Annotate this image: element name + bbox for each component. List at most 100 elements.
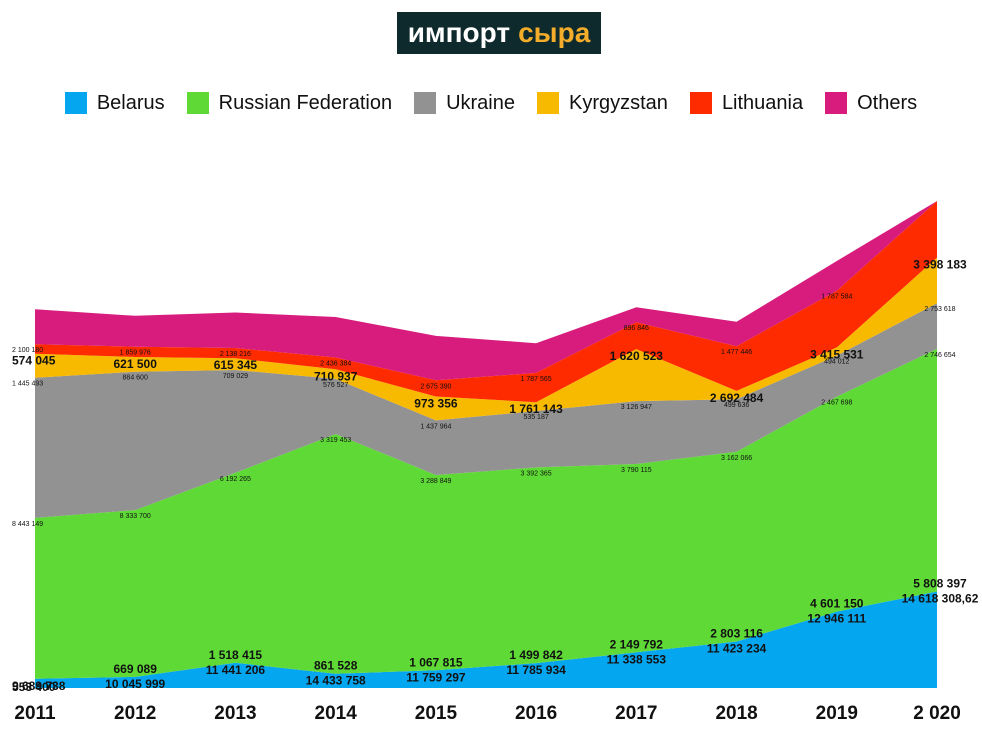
data-label-russian-federation: 14 433 758 [306, 674, 366, 688]
legend-swatch [64, 92, 87, 114]
legend-label: Ukraine [446, 91, 515, 114]
chart-title: импорт сыра [397, 12, 601, 54]
data-label-russian-federation: 9 689 738 [12, 679, 66, 693]
area-belarus [35, 591, 937, 688]
data-label-others: 896 846 [624, 325, 649, 332]
data-label-lithuania: 1 620 523 [610, 349, 664, 363]
data-label-lithuania: 574 045 [12, 354, 56, 368]
area-russian-federation [35, 348, 937, 679]
data-label-lithuania: 3 398 183 [913, 258, 967, 272]
data-label-belarus: 553 400 [12, 680, 56, 694]
legend-item-ukraine: Ukraine [414, 92, 515, 115]
data-label-russian-federation: 11 785 934 [506, 663, 566, 677]
data-label-belarus: 2 803 116 [710, 627, 763, 641]
data-label-kyrgyzstan: 576 527 [323, 382, 348, 389]
data-label-russian-federation: 11 441 206 [206, 663, 266, 677]
data-label-kyrgyzstan: 2 753 618 [924, 306, 955, 313]
legend-label: Russian Federation [218, 91, 393, 114]
data-label-belarus: 861 528 [314, 659, 358, 673]
chart-title-part1: импорт [407, 17, 511, 48]
area-series-group [35, 201, 937, 688]
legend-swatch [689, 92, 712, 114]
x-tick-label: 2012 [114, 703, 156, 724]
data-label-russian-federation: 11 759 297 [406, 670, 466, 684]
data-label-belarus: 1 067 815 [409, 655, 463, 669]
x-tick-label: 2019 [816, 703, 858, 724]
data-label-kyrgyzstan: 499 636 [724, 402, 749, 409]
data-label-russian-federation: 12 946 111 [807, 612, 866, 626]
data-label-others: 2 436 384 [320, 361, 351, 368]
data-label-others: 1 859 976 [120, 350, 151, 357]
data-label-others: 2 675 390 [420, 383, 451, 390]
x-tick-label: 2017 [615, 703, 657, 724]
data-label-others: 1 477 446 [721, 349, 752, 356]
area-others [35, 201, 937, 381]
x-tick-label: 2 020 [913, 703, 961, 724]
data-label-belarus: 4 601 150 [810, 597, 864, 611]
data-label-lithuania: 1 761 143 [509, 402, 563, 416]
data-label-belarus: 5 808 397 [913, 577, 967, 591]
data-label-russian-federation: 14 618 308,62 [902, 592, 979, 606]
x-tick-label: 2016 [515, 703, 557, 724]
data-label-ukraine: 2 467 698 [821, 400, 852, 407]
x-tick-label: 2018 [715, 703, 757, 724]
legend-label: Belarus [96, 91, 165, 114]
chart-legend: Belarus Russian Federation Ukraine Kyrgyzst… [0, 88, 982, 118]
area-lithuania [35, 201, 937, 403]
data-label-kyrgyzstan: 535 187 [523, 414, 548, 421]
data-label-kyrgyzstan: 709 029 [223, 373, 248, 380]
legend-item-kyrgyzstan: Kyrgyzstan [537, 92, 668, 115]
legend-item-lithuania: Lithuania [689, 91, 804, 115]
data-label-belarus: 1 518 415 [209, 648, 263, 662]
data-label-lithuania: 2 692 484 [710, 391, 764, 405]
data-label-russian-federation: 11 338 553 [607, 652, 667, 666]
data-label-kyrgyzstan: 884 600 [123, 375, 148, 382]
data-label-russian-federation: 10 045 999 [105, 677, 165, 691]
legend-swatch [414, 92, 437, 114]
x-tick-label: 2011 [14, 703, 56, 724]
data-label-others: 2 138 216 [220, 351, 251, 358]
data-label-ukraine: 3 319 453 [320, 437, 351, 444]
data-label-others: 2 100 180 [12, 347, 43, 354]
x-tick-label: 2014 [315, 703, 358, 724]
data-label-ukraine: 8 443 149 [12, 521, 43, 528]
data-label-belarus: 2 149 792 [610, 637, 664, 651]
data-label-ukraine: 3 790 115 [621, 467, 652, 474]
data-label-others: 1 787 584 [821, 294, 852, 301]
data-label-kyrgyzstan: 494 012 [824, 359, 849, 366]
data-label-ukraine: 3 288 849 [420, 478, 451, 485]
legend-label: Lithuania [721, 91, 804, 114]
legend-item-others: Others [825, 92, 917, 115]
legend-swatch [825, 92, 848, 114]
data-label-kyrgyzstan: 1 445 493 [12, 381, 43, 388]
data-label-lithuania: 3 415 531 [810, 347, 864, 361]
data-label-kyrgyzstan: 3 126 947 [621, 404, 652, 411]
data-label-ukraine: 3 162 066 [721, 455, 752, 462]
x-tick-label: 2015 [415, 703, 458, 724]
legend-item-russian-federation: Russian Federation [186, 91, 393, 115]
data-label-kyrgyzstan: 1 437 964 [420, 423, 451, 430]
data-label-ukraine: 8 333 700 [120, 513, 151, 520]
chart-title-part2: сыра [518, 17, 591, 48]
data-label-belarus: 1 499 842 [509, 648, 563, 662]
data-label-ukraine: 3 392 365 [521, 470, 552, 477]
data-label-belarus: 669 089 [114, 662, 158, 676]
data-label-others: 1 787 565 [521, 376, 552, 383]
legend-swatch [186, 92, 209, 114]
legend-label: Kyrgyzstan [569, 91, 668, 114]
legend-swatch [537, 92, 559, 114]
x-tick-label: 2013 [214, 703, 256, 724]
data-label-ukraine: 2 746 654 [924, 352, 955, 359]
legend-item-belarus: Belarus [64, 91, 165, 115]
data-label-lithuania: 710 937 [314, 369, 358, 383]
data-label-ukraine: 6 192 265 [220, 476, 251, 483]
data-label-lithuania: 615 345 [214, 358, 258, 372]
data-label-russian-federation: 11 423 234 [707, 642, 767, 656]
x-axis-labels: 2011 2012 2013 2014 2015 2016 2017 2018 2019 2 02… [14, 703, 960, 724]
data-label-lithuania: 621 500 [114, 357, 158, 371]
area-ukraine [35, 303, 937, 518]
legend-label: Others [857, 91, 918, 114]
data-label-lithuania: 973 356 [414, 397, 458, 411]
